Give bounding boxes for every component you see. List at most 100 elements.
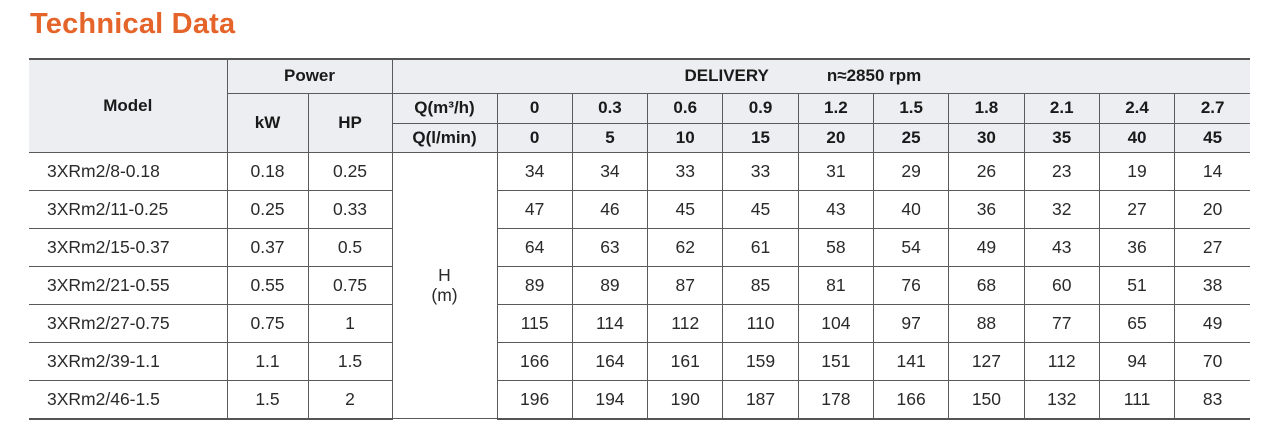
table-row: 3XRm2/15-0.37 0.37 0.5 64 63 62 61 58 54 49 43 36 27	[29, 227, 1251, 267]
head-value-cell: 34	[571, 151, 649, 191]
q-lmin-value: 45	[1174, 122, 1251, 153]
q-m3h-value: 0.6	[647, 92, 724, 124]
head-value-cell: 43	[797, 189, 874, 229]
model-cell: 3XRm2/39-1.1	[29, 341, 228, 381]
head-value-cell: 94	[1098, 341, 1176, 381]
head-value-cell: 187	[722, 379, 799, 420]
q-m3h-value: 1.8	[948, 92, 1025, 124]
head-value-cell: 132	[1023, 379, 1100, 420]
head-value-cell: 164	[571, 341, 649, 381]
head-value-cell: 114	[571, 303, 649, 343]
model-cell: 3XRm2/11-0.25	[29, 189, 228, 229]
head-value-cell: 33	[722, 151, 799, 191]
head-value-cell: 89	[496, 265, 573, 305]
head-value-cell: 38	[1174, 265, 1251, 305]
head-label: H	[438, 265, 451, 286]
head-value-cell: 83	[1174, 379, 1251, 420]
q-lmin-value: 25	[872, 122, 950, 153]
table-row: 3XRm2/8-0.18 0.18 0.25 H (m) 34 34 33 33 31 29 26 23…	[29, 151, 1251, 419]
head-value-cell: 40	[872, 189, 950, 229]
q-lmin-value: 35	[1023, 122, 1100, 153]
hp-cell: 1.5	[307, 341, 393, 381]
head-value-cell: 33	[647, 151, 724, 191]
head-value-cell: 76	[872, 265, 950, 305]
q-lmin-value: 15	[722, 122, 799, 153]
model-cell: 3XRm2/8-0.18	[29, 151, 228, 191]
head-value-cell: 63	[571, 227, 649, 267]
head-value-cell: 115	[496, 303, 573, 343]
head-value-cell: 51	[1098, 265, 1176, 305]
head-value-cell: 19	[1098, 151, 1176, 191]
table-row: 3XRm2/46-1.5 1.5 2 196 194 190 187 178 166 150 132…	[29, 379, 1251, 420]
head-value-cell: 65	[1098, 303, 1176, 343]
head-value-cell: 45	[647, 189, 724, 229]
q-m3h-label: Q(m³/h)	[391, 92, 498, 124]
q-m3h-value: 1.2	[797, 92, 874, 124]
head-value-cell: 77	[1023, 303, 1100, 343]
head-value-cell: 64	[496, 227, 573, 267]
head-value-cell: 49	[948, 227, 1025, 267]
power-header: Power	[226, 58, 393, 94]
kw-cell: 0.75	[226, 303, 309, 343]
q-m3h-value: 1.5	[872, 92, 950, 124]
head-value-cell: 196	[496, 379, 573, 420]
delivery-label: DELIVERY	[684, 66, 769, 86]
head-value-cell: 27	[1174, 227, 1251, 267]
head-label-cell: H (m)	[391, 151, 498, 419]
head-value-cell: 54	[872, 227, 950, 267]
table-row: 3XRm2/21-0.55 0.55 0.75 89 89 87 85 81 76 68 60 51 3…	[29, 265, 1251, 305]
head-value-cell: 85	[722, 265, 799, 305]
head-value-cell: 194	[571, 379, 649, 420]
head-value-cell: 89	[571, 265, 649, 305]
head-value-cell: 88	[948, 303, 1025, 343]
head-value-cell: 159	[722, 341, 799, 381]
head-value-cell: 60	[1023, 265, 1100, 305]
q-m3h-value: 0.3	[571, 92, 649, 124]
q-m3h-value: 0	[496, 92, 573, 124]
q-lmin-label: Q(l/min)	[392, 122, 498, 153]
head-value-cell: 110	[722, 303, 799, 343]
head-value-cell: 104	[797, 303, 874, 343]
head-value-cell: 36	[1098, 227, 1176, 267]
head-value-cell: 26	[948, 151, 1025, 191]
head-value-cell: 112	[1023, 341, 1100, 381]
table-row: 3XRm2/39-1.1 1.1 1.5 166 164 161 159 151 141 127 1…	[29, 341, 1251, 381]
q-m3h-value: 2.1	[1023, 92, 1100, 124]
q-m3h-value: 2.7	[1174, 92, 1251, 124]
head-value-cell: 49	[1174, 303, 1251, 343]
head-value-cell: 141	[872, 341, 950, 381]
model-cell: 3XRm2/21-0.55	[29, 265, 228, 305]
head-value-cell: 81	[797, 265, 874, 305]
q-lmin-value: 0	[496, 122, 573, 153]
kw-cell: 0.37	[226, 227, 309, 267]
hp-cell: 0.25	[307, 151, 393, 191]
head-value-cell: 29	[872, 151, 950, 191]
q-lmin-value: 40	[1098, 122, 1176, 153]
head-value-cell: 31	[797, 151, 874, 191]
delivery-header: DELIVERY n≈2850 rpm	[391, 58, 1251, 94]
head-value-cell: 127	[948, 341, 1025, 381]
head-value-cell: 43	[1023, 227, 1100, 267]
page-title: Technical Data	[30, 8, 236, 40]
head-value-cell: 23	[1023, 151, 1100, 191]
head-value-cell: 166	[872, 379, 950, 420]
head-value-cell: 45	[722, 189, 799, 229]
head-value-cell: 111	[1098, 379, 1176, 420]
q-lmin-value: 10	[647, 122, 724, 153]
technical-data-table: Model Power DELIVERY n≈2850 rpm kW HP Q(m…	[29, 58, 1251, 420]
head-value-cell: 14	[1174, 151, 1251, 191]
model-cell: 3XRm2/27-0.75	[29, 303, 228, 343]
head-unit: (m)	[431, 285, 458, 306]
head-value-cell: 68	[948, 265, 1025, 305]
head-value-cell: 97	[872, 303, 950, 343]
head-value-cell: 36	[948, 189, 1025, 229]
hp-cell: 1	[307, 303, 393, 343]
kw-cell: 0.55	[226, 265, 309, 305]
q-m3h-value: 2.4	[1098, 92, 1176, 124]
model-cell: 3XRm2/15-0.37	[29, 227, 228, 267]
table-row: 3XRm2/27-0.75 0.75 1 115 114 112 110 104 97 88 77 6…	[29, 303, 1251, 343]
q-m3h-value: 0.9	[722, 92, 799, 124]
hp-cell: 2	[307, 379, 393, 420]
head-value-cell: 34	[496, 151, 573, 191]
q-lmin-value: 5	[571, 122, 649, 153]
